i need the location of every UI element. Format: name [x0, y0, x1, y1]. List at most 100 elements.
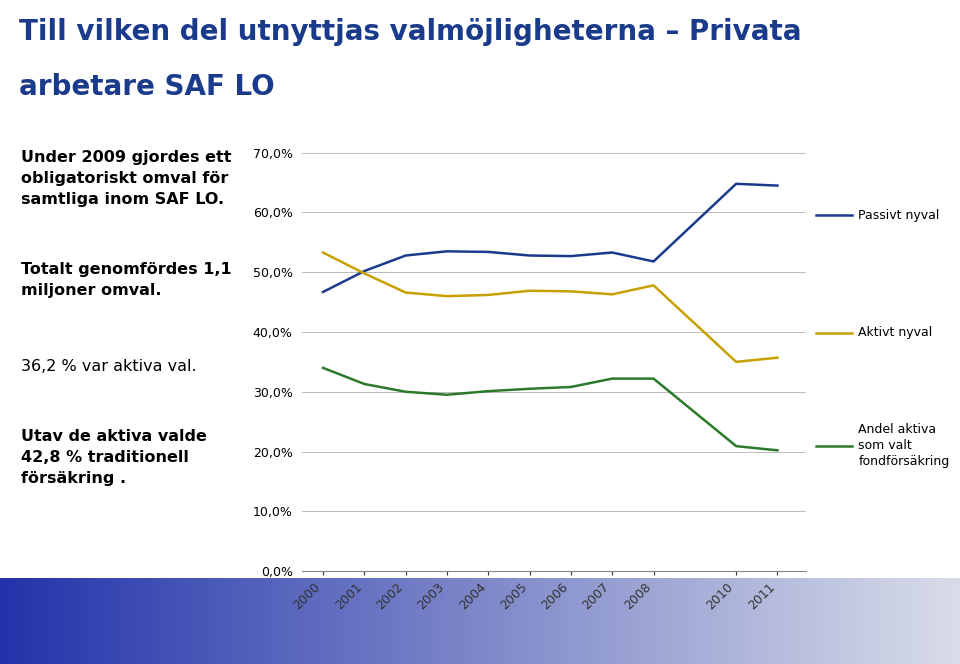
Bar: [77, 578, 80, 664]
Bar: [761, 578, 765, 664]
Bar: [189, 578, 192, 664]
Bar: [272, 578, 276, 664]
Bar: [429, 578, 432, 664]
Bar: [192, 578, 195, 664]
Bar: [662, 578, 665, 664]
Bar: [416, 578, 420, 664]
Bar: [806, 578, 809, 664]
Bar: [540, 578, 544, 664]
Bar: [214, 578, 218, 664]
Bar: [247, 578, 250, 664]
Bar: [256, 578, 259, 664]
Bar: [400, 578, 403, 664]
Bar: [749, 578, 752, 664]
Bar: [10, 578, 12, 664]
Bar: [422, 578, 425, 664]
Bar: [89, 578, 93, 664]
Bar: [691, 578, 694, 664]
Bar: [84, 578, 86, 664]
Bar: [876, 578, 880, 664]
Bar: [128, 578, 132, 664]
Bar: [99, 578, 103, 664]
Bar: [950, 578, 953, 664]
Bar: [230, 578, 233, 664]
Text: Aktivt nyval: Aktivt nyval: [858, 326, 933, 339]
Bar: [137, 578, 141, 664]
Bar: [346, 578, 348, 664]
Bar: [233, 578, 237, 664]
Bar: [790, 578, 794, 664]
Bar: [919, 578, 922, 664]
Bar: [938, 578, 941, 664]
Bar: [569, 578, 573, 664]
Text: Totalt genomfördes 1,1
miljoner omval.: Totalt genomfördes 1,1 miljoner omval.: [21, 262, 231, 297]
Bar: [391, 578, 394, 664]
Bar: [948, 578, 950, 664]
Bar: [170, 578, 173, 664]
Bar: [58, 578, 60, 664]
Bar: [598, 578, 602, 664]
Bar: [544, 578, 547, 664]
Bar: [410, 578, 413, 664]
Bar: [646, 578, 650, 664]
Bar: [528, 578, 531, 664]
Bar: [221, 578, 224, 664]
Bar: [928, 578, 931, 664]
Bar: [154, 578, 156, 664]
Bar: [560, 578, 564, 664]
Bar: [41, 578, 45, 664]
Bar: [608, 578, 612, 664]
Bar: [29, 578, 32, 664]
Bar: [259, 578, 262, 664]
Bar: [487, 578, 490, 664]
Bar: [957, 578, 960, 664]
Bar: [144, 578, 147, 664]
Bar: [320, 578, 324, 664]
Bar: [557, 578, 560, 664]
Bar: [531, 578, 535, 664]
Bar: [675, 578, 679, 664]
Bar: [317, 578, 320, 664]
Bar: [538, 578, 540, 664]
Bar: [185, 578, 189, 664]
Bar: [756, 578, 758, 664]
Bar: [141, 578, 144, 664]
Bar: [173, 578, 176, 664]
Bar: [905, 578, 909, 664]
Bar: [336, 578, 339, 664]
Bar: [22, 578, 26, 664]
Bar: [32, 578, 36, 664]
Bar: [854, 578, 857, 664]
Bar: [12, 578, 16, 664]
Bar: [243, 578, 247, 664]
Bar: [653, 578, 656, 664]
Bar: [454, 578, 458, 664]
Bar: [480, 578, 483, 664]
Bar: [794, 578, 797, 664]
Bar: [444, 578, 448, 664]
Bar: [406, 578, 410, 664]
Bar: [339, 578, 343, 664]
Bar: [765, 578, 768, 664]
Bar: [477, 578, 480, 664]
Bar: [867, 578, 871, 664]
Bar: [612, 578, 614, 664]
Bar: [684, 578, 688, 664]
Bar: [362, 578, 365, 664]
Bar: [602, 578, 605, 664]
Bar: [564, 578, 566, 664]
Text: Under 2009 gjordes ett
obligatoriskt omval för
samtliga inom SAF LO.: Under 2009 gjordes ett obligatoriskt omv…: [21, 150, 231, 207]
Bar: [295, 578, 298, 664]
Bar: [70, 578, 74, 664]
Bar: [828, 578, 832, 664]
Bar: [300, 578, 304, 664]
Bar: [208, 578, 211, 664]
Bar: [490, 578, 492, 664]
Bar: [3, 578, 7, 664]
Bar: [636, 578, 640, 664]
Bar: [224, 578, 228, 664]
Bar: [778, 578, 780, 664]
Bar: [0, 578, 3, 664]
Bar: [36, 578, 38, 664]
Bar: [122, 578, 125, 664]
